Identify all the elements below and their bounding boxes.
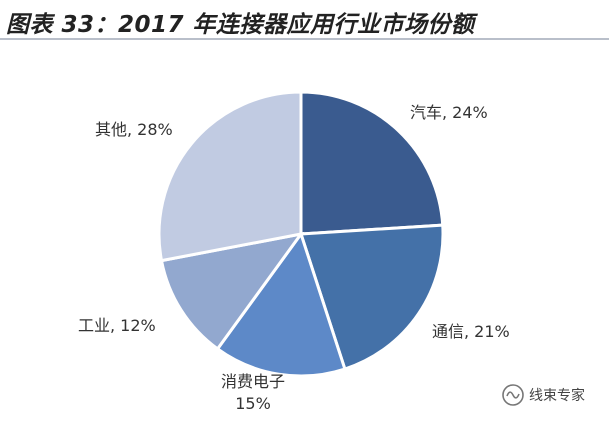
slice-label-2: 消费电子 15%: [221, 372, 285, 413]
pie-slice-3: [159, 231, 305, 351]
title-bar: 图表 33：2017 年连接器应用行业市场份额: [0, 0, 609, 40]
watermark-text: 线束专家: [529, 388, 585, 404]
title-divider: [0, 38, 609, 40]
pie-slice-2: [215, 230, 347, 378]
slice-label-1: 通信, 21%: [432, 322, 510, 341]
pie-slice-0: [299, 90, 445, 236]
wechat-watermark: 线束专家: [502, 384, 585, 406]
chart-title: 图表 33：2017 年连接器应用行业市场份额: [6, 12, 475, 38]
pie-slice-1: [298, 223, 445, 371]
slice-label-0: 汽车, 24%: [410, 103, 488, 122]
pie-slice-4: [157, 90, 303, 263]
wechat-channel-icon: [502, 384, 524, 406]
slice-label-4: 其他, 28%: [95, 120, 173, 139]
slice-label-3: 工业, 12%: [78, 316, 156, 335]
